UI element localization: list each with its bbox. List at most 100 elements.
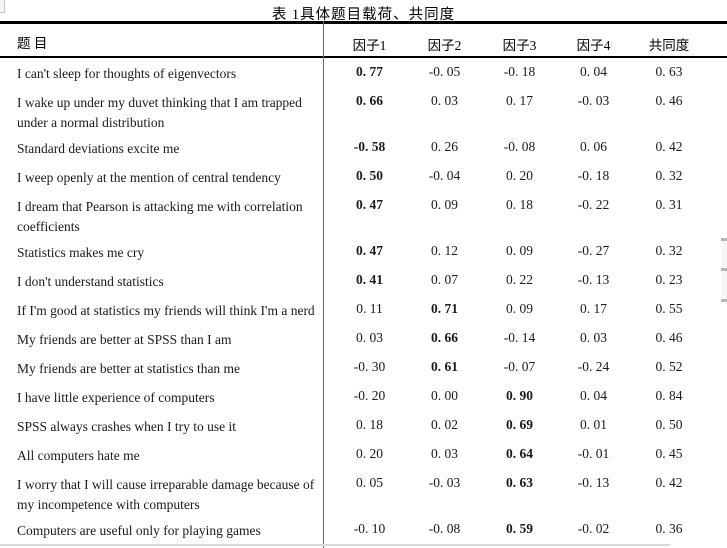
- table-row: SPSS always crashes when I try to use it…: [0, 411, 727, 440]
- factor-2-loading: 0. 03: [431, 93, 458, 108]
- table-row: I dream that Pearson is attacking me wit…: [0, 191, 727, 237]
- window-corner-artifact: [0, 0, 5, 13]
- communality-value: 0. 84: [655, 388, 683, 403]
- factor-3-loading: 0. 63: [506, 475, 533, 490]
- communality-value: 0. 32: [655, 168, 683, 183]
- factor-2-loading: 0. 26: [431, 139, 458, 154]
- factor-3-loading: 0. 64: [506, 446, 533, 461]
- communality-value: 0. 46: [655, 93, 683, 108]
- table-header-row: 题 目 因子1 因子2 因子3 因子4 共同度: [0, 24, 727, 56]
- factor-1-loading: 0. 47: [356, 197, 383, 212]
- item-text: If I'm good at statistics my friends wil…: [17, 303, 315, 318]
- factor-1-loading: 0. 05: [356, 475, 383, 490]
- communality-value: 0. 55: [655, 301, 683, 316]
- item-text: I wake up under my duvet thinking that I…: [17, 95, 302, 130]
- factor-3-loading: -0. 14: [503, 330, 536, 345]
- factor-3-loading: 0. 09: [506, 301, 533, 316]
- column-header-factor-1: 因子1: [352, 38, 387, 53]
- factor-3-loading: 0. 69: [506, 417, 533, 432]
- factor-4-loading: -0. 13: [577, 272, 610, 287]
- communality-value: 0. 52: [655, 359, 683, 374]
- item-text: My friends are better at SPSS than I am: [17, 332, 232, 347]
- table-row: If I'm good at statistics my friends wil…: [0, 295, 727, 324]
- factor-2-loading: 0. 12: [431, 243, 458, 258]
- factor-1-loading: 0. 11: [356, 301, 383, 316]
- factor-2-loading: 0. 02: [431, 417, 458, 432]
- item-text: I don't understand statistics: [17, 274, 164, 289]
- factor-2-loading: 0. 61: [431, 359, 458, 374]
- factor-4-loading: -0. 03: [577, 93, 610, 108]
- factor-2-loading: 0. 71: [431, 301, 458, 316]
- factor-1-loading: 0. 20: [356, 446, 383, 461]
- scrollbar-tick: [721, 299, 727, 302]
- table-row: I wake up under my duvet thinking that I…: [0, 87, 727, 133]
- scrollbar-tick: [721, 238, 727, 241]
- table-row: Computers are useful only for playing ga…: [0, 515, 727, 544]
- item-text: I have little experience of computers: [17, 390, 215, 405]
- factor-3-loading: 0. 90: [506, 388, 533, 403]
- table-row: Standard deviations excite me -0. 58 0. 26…: [0, 133, 727, 162]
- factor-1-loading: 0. 77: [356, 64, 383, 79]
- communality-value: 0. 23: [655, 272, 683, 287]
- column-separator-line: [323, 21, 324, 548]
- factor-3-loading: 0. 59: [506, 521, 533, 536]
- table-title: 表 1具体题目载荷、共同度: [271, 7, 456, 23]
- column-header-communality: 共同度: [648, 38, 690, 53]
- communality-value: 0. 36: [655, 521, 683, 536]
- column-header-factor-4: 因子4: [576, 38, 611, 53]
- communality-value: 0. 31: [655, 197, 683, 212]
- factor-3-loading: 0. 17: [506, 93, 533, 108]
- factor-2-loading: -0. 08: [428, 521, 461, 536]
- factor-1-loading: 0. 03: [356, 330, 383, 345]
- factor-1-loading: -0. 20: [353, 388, 386, 403]
- item-text: Statistics makes me cry: [17, 245, 145, 260]
- scrollbar-fragment[interactable]: [721, 238, 727, 302]
- factor-1-loading: 0. 47: [356, 243, 383, 258]
- table-row: Statistics makes me cry 0. 47 0. 12 0. 09 -0…: [0, 237, 727, 266]
- factor-4-loading: -0. 24: [577, 359, 610, 374]
- factor-2-loading: 0. 00: [431, 388, 458, 403]
- factor-4-loading: -0. 02: [577, 521, 610, 536]
- item-text: SPSS always crashes when I try to use it: [17, 419, 236, 434]
- factor-2-loading: -0. 05: [428, 64, 461, 79]
- column-header-item: 题 目: [17, 36, 48, 51]
- factor-4-loading: 0. 04: [580, 64, 607, 79]
- factor-1-loading: -0. 10: [353, 521, 386, 536]
- factor-4-loading: -0. 01: [577, 446, 610, 461]
- table-row: All computers hate me 0. 20 0. 03 0. 64 -0. …: [0, 440, 727, 469]
- factor-1-loading: 0. 50: [356, 168, 383, 183]
- item-text: I weep openly at the mention of central …: [17, 170, 281, 185]
- factor-1-loading: -0. 58: [353, 139, 386, 154]
- bottom-rule-fragment: [0, 544, 670, 546]
- communality-value: 0. 50: [655, 417, 683, 432]
- table-row: I can't sleep for thoughts of eigenvecto…: [0, 58, 727, 87]
- communality-value: 0. 46: [655, 330, 683, 345]
- table-row: My friends are better at statistics than…: [0, 353, 727, 382]
- item-text: All computers hate me: [17, 448, 140, 463]
- item-text: I can't sleep for thoughts of eigenvecto…: [17, 66, 237, 81]
- communality-value: 0. 42: [655, 139, 683, 154]
- factor-3-loading: -0. 07: [503, 359, 536, 374]
- communality-value: 0. 45: [655, 446, 683, 461]
- factor-4-loading: -0. 18: [577, 168, 610, 183]
- table-row: My friends are better at SPSS than I am 0…: [0, 324, 727, 353]
- factor-3-loading: 0. 20: [506, 168, 533, 183]
- factor-3-loading: 0. 09: [506, 243, 533, 258]
- item-text: Standard deviations excite me: [17, 141, 180, 156]
- factor-2-loading: -0. 04: [428, 168, 461, 183]
- scrollbar-tick: [721, 268, 727, 271]
- factor-1-loading: -0. 30: [353, 359, 386, 374]
- table-row: I weep openly at the mention of central …: [0, 162, 727, 191]
- item-text: My friends are better at statistics than…: [17, 361, 241, 376]
- factor-2-loading: 0. 66: [431, 330, 458, 345]
- factor-2-loading: 0. 07: [431, 272, 458, 287]
- factor-3-loading: 0. 18: [506, 197, 533, 212]
- factor-4-loading: 0. 17: [580, 301, 607, 316]
- communality-value: 0. 42: [655, 475, 683, 490]
- item-text: Computers are useful only for playing ga…: [17, 523, 261, 538]
- factor-4-loading: 0. 03: [580, 330, 607, 345]
- table-row: I have little experience of computers -0.…: [0, 382, 727, 411]
- factor-2-loading: -0. 03: [428, 475, 461, 490]
- column-header-factor-3: 因子3: [502, 38, 537, 53]
